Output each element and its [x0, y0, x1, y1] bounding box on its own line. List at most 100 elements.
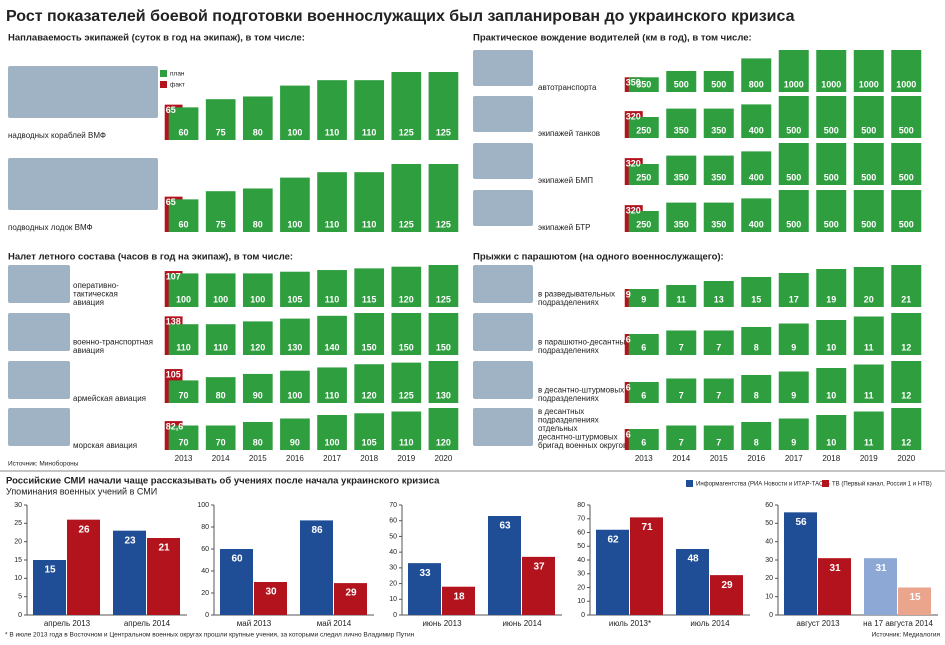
plan-bar [628, 334, 659, 355]
value-label: 120 [250, 342, 265, 352]
bar [596, 529, 629, 615]
row-label: подразделениях [538, 298, 599, 307]
value-label: 10 [826, 390, 836, 400]
fact-label: 9 [626, 289, 631, 299]
plan-bar [628, 211, 659, 232]
plan-bar [391, 266, 422, 307]
value-label: 500 [674, 79, 689, 89]
value-label: 1000 [784, 79, 804, 89]
plan-bar [703, 378, 734, 403]
row-label: отдельных [538, 424, 578, 433]
value-label: 350 [711, 172, 726, 182]
value-label: 110 [325, 294, 340, 304]
plan-bar [205, 377, 236, 403]
x-tick-label: апрель 2014 [124, 619, 171, 628]
fact-label: 320 [626, 158, 641, 168]
plan-bar [853, 411, 884, 450]
x-tick-label: июнь 2014 [502, 619, 542, 628]
legend-swatch [686, 480, 693, 487]
plan-bar [354, 80, 385, 140]
plan-bar [778, 323, 809, 355]
value-label: 120 [362, 390, 377, 400]
value-label: 7 [679, 390, 684, 400]
plan-bar [853, 96, 884, 138]
fact-label: 6 [626, 382, 631, 392]
value-label: 400 [749, 125, 764, 135]
plan-bar [666, 378, 697, 403]
x-tick-label: 2018 [822, 454, 840, 463]
value-label: 350 [711, 219, 726, 229]
value-label: 125 [399, 127, 414, 137]
value-label: 90 [253, 390, 263, 400]
value-label: 250 [636, 172, 651, 182]
plan-bar [666, 285, 697, 307]
value-label: 12 [901, 390, 911, 400]
x-tick-label: 2017 [323, 454, 341, 463]
bar [676, 549, 709, 615]
plan-bar [168, 380, 199, 403]
bar [33, 560, 66, 615]
row-label: подразделениях [538, 394, 599, 403]
value-label: 11 [676, 294, 686, 304]
x-tick-label: 2016 [747, 454, 765, 463]
value-label: 130 [287, 342, 302, 352]
plan-bar [891, 408, 922, 450]
y-tick-label: 0 [205, 612, 209, 619]
value-label: 250 [636, 219, 651, 229]
plan-bar [354, 413, 385, 450]
plan-bar [628, 77, 659, 92]
value-label: 110 [176, 342, 191, 352]
value-label: 110 [325, 390, 340, 400]
value-label: 18 [453, 591, 465, 602]
plan-bar [703, 71, 734, 92]
value-label: 17 [789, 294, 799, 304]
value-label: 6 [641, 437, 646, 447]
bar [220, 549, 253, 615]
value-label: 7 [716, 390, 721, 400]
y-tick-label: 10 [765, 594, 773, 601]
bar [147, 538, 180, 615]
value-label: 11 [864, 437, 874, 447]
plan-bar [242, 373, 273, 403]
value-label: 48 [687, 554, 699, 565]
plan-bar [317, 367, 347, 403]
fact-label: 6 [626, 429, 631, 439]
plan-bar [703, 330, 734, 355]
value-label: 80 [253, 437, 263, 447]
y-tick-label: 20 [765, 575, 773, 582]
y-tick-label: 40 [577, 557, 585, 564]
plan-bar [666, 71, 697, 92]
plan-bar [666, 202, 697, 232]
value-label: 500 [786, 219, 801, 229]
bar [784, 512, 817, 615]
row-label: экипажей БТР [538, 223, 590, 232]
plan-bar [205, 191, 236, 232]
plan-bar [816, 143, 847, 185]
x-tick-label: 2013 [635, 454, 653, 463]
media-title: Российские СМИ начали чаще рассказывать … [6, 476, 440, 487]
value-label: 125 [436, 294, 451, 304]
row-label: военно-транспортная [73, 338, 153, 347]
plan-bar [666, 330, 697, 355]
plan-bar [853, 364, 884, 403]
value-label: 500 [899, 125, 914, 135]
x-tick-label: 2016 [286, 454, 304, 463]
x-tick-label: 2013 [175, 454, 193, 463]
value-label: 7 [716, 342, 721, 352]
value-label: 75 [216, 219, 226, 229]
y-tick-label: 50 [389, 533, 397, 540]
value-label: 86 [311, 525, 323, 536]
plan-bar [428, 361, 459, 403]
value-label: 350 [711, 125, 726, 135]
plan-bar [853, 267, 884, 307]
value-label: 100 [287, 390, 302, 400]
row-label: оперативно- [73, 281, 119, 290]
value-label: 23 [124, 535, 136, 546]
fact-label: 320 [626, 111, 641, 121]
plan-bar [242, 321, 273, 355]
plan-bar [391, 362, 422, 403]
value-label: 29 [721, 580, 733, 591]
plan-bar [666, 155, 697, 185]
photo [473, 190, 533, 226]
